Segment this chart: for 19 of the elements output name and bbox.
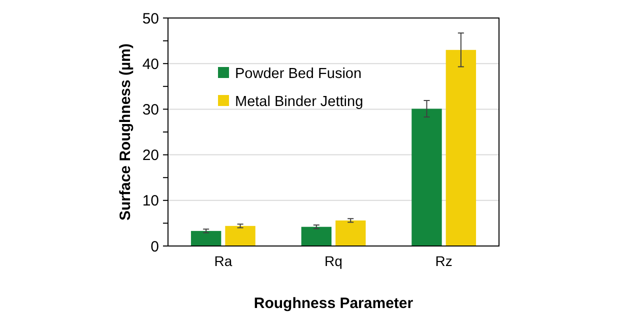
bar [225, 226, 256, 246]
y-tick-label: 40 [142, 56, 159, 73]
bar [190, 230, 222, 246]
y-tick-label: 10 [142, 192, 159, 210]
y-tick-label: 0 [150, 238, 159, 256]
x-tick-label: Rz [435, 253, 452, 269]
x-axis-title: Roughness Parameter [254, 295, 414, 312]
x-tick-label: Rq [324, 253, 342, 269]
legend-label: Metal Binder Jetting [235, 94, 364, 110]
x-tick-label: Ra [214, 253, 232, 269]
legend-label: Powder Bed Fusion [235, 66, 362, 82]
bar [446, 50, 476, 246]
y-axis-title: Surface Roughness (µm) [117, 43, 134, 221]
y-tick-label: 20 [142, 147, 159, 164]
y-tick-label: 50 [142, 10, 159, 28]
y-tick-label: 30 [142, 101, 159, 118]
bar [412, 108, 442, 246]
bar [301, 226, 332, 246]
bar [336, 220, 366, 246]
